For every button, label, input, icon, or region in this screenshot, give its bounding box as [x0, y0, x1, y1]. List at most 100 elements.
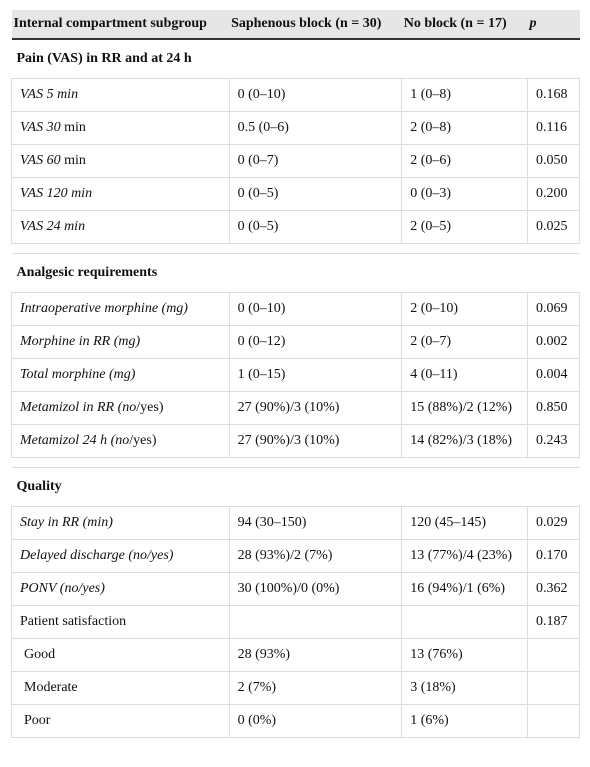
p-value: 0.362 [527, 572, 580, 606]
header-row: Internal compartment subgroup Saphenous b… [11, 10, 580, 40]
table-row: Morphine in RR (mg) 0 (0–12) 2 (0–7) 0.002 [11, 325, 580, 359]
column-header: Internal compartment subgroup [11, 10, 230, 40]
row-label: VAS 24 min [20, 219, 86, 234]
column-header: No block (n = 17) [401, 10, 528, 40]
table-cell: p [527, 10, 580, 40]
table-cell: 2 (0–10) [401, 292, 528, 326]
section-title: Pain (VAS) in RR and at 24 h [11, 38, 580, 79]
table-row: Stay in RR (min) 94 (30–150) 120 (45–145) 0… [11, 506, 580, 540]
table-row: VAS 120 min 0 (0–5) 0 (0–3) 0.200 [11, 177, 580, 211]
table-cell: 28 (93%) [228, 638, 403, 672]
table-cell [527, 671, 580, 705]
table-cell: 27 (90%)/3 (10%) [228, 391, 403, 425]
table-cell: VAS 24 min [11, 210, 230, 244]
table-row: Moderate 2 (7%) 3 (18%) [11, 671, 580, 705]
table-cell: 16 (94%)/1 (6%) [401, 572, 528, 606]
table-row: Quality [11, 467, 580, 507]
table-row: Intraoperative morphine (mg) 0 (0–10) 2 (0… [11, 292, 580, 326]
table-cell: 4 (0–11) [401, 358, 528, 392]
p-value: 0.168 [527, 78, 580, 112]
table-cell: 0 (0–10) [228, 78, 403, 112]
row-label: Metamizol 24 h (no [20, 433, 130, 448]
table-cell: 0 (0–7) [228, 144, 403, 178]
table-row: VAS 5 min 0 (0–10) 1 (0–8) 0.168 [11, 78, 580, 112]
table-row: Good 28 (93%) 13 (76%) [11, 638, 580, 672]
table-cell: PONV (no/yes) [11, 572, 230, 606]
table-cell: 120 (45–145) [401, 506, 528, 540]
p-value: 0.850 [527, 391, 580, 425]
p-value: 0.029 [527, 506, 580, 540]
row-label: min [60, 153, 86, 168]
p-value: 0.050 [527, 144, 580, 178]
table-row: VAS 24 min 0 (0–5) 2 (0–5) 0.025 [11, 210, 580, 244]
table-cell: Stay in RR (min) [11, 506, 230, 540]
table-cell: Morphine in RR (mg) [11, 325, 230, 359]
row-label: Stay in RR (min) [20, 515, 113, 530]
table-cell: Metamizol 24 h (no/yes) [11, 424, 230, 458]
table-row: Poor 0 (0%) 1 (6%) [11, 704, 580, 738]
table-row [11, 243, 580, 254]
table-cell: 2 (0–7) [401, 325, 528, 359]
row-label: Delayed discharge (no/yes) [20, 548, 174, 563]
table-row: VAS 30 min 0.5 (0–6) 2 (0–8) 0.116 [11, 111, 580, 145]
p-value: 0.002 [527, 325, 580, 359]
table-cell [527, 704, 580, 738]
row-label: VAS 5 min [20, 87, 79, 102]
table-cell: 27 (90%)/3 (10%) [228, 424, 403, 458]
section-title: Analgesic requirements [11, 253, 580, 293]
table-cell: 2 (0–5) [401, 210, 528, 244]
table-cell: 94 (30–150) [228, 506, 403, 540]
table-cell [527, 638, 580, 672]
table-cell: 0 (0–3) [401, 177, 528, 211]
table-cell: 0 (0–5) [228, 177, 403, 211]
table-cell: 15 (88%)/2 (12%) [401, 391, 528, 425]
column-header: Saphenous block (n = 30) [229, 10, 402, 40]
row-label: Moderate [11, 671, 230, 705]
table-cell: 2 (7%) [228, 671, 403, 705]
table-cell: 2 (0–6) [401, 144, 528, 178]
table-cell: 1 (0–15) [228, 358, 403, 392]
table-cell: 3 (18%) [401, 671, 528, 705]
table-row: Patient satisfaction 0.187 [11, 605, 580, 639]
p-value: 0.200 [527, 177, 580, 211]
table-row: Analgesic requirements [11, 253, 580, 293]
table-row: Total morphine (mg) 1 (0–15) 4 (0–11) 0.004 [11, 358, 580, 392]
row-label: Poor [11, 704, 230, 738]
p-value: 0.243 [527, 424, 580, 458]
table-row: Metamizol 24 h (no/yes) 27 (90%)/3 (10%) 1… [11, 424, 580, 458]
p-value: 0.170 [527, 539, 580, 573]
p-value: 0.025 [527, 210, 580, 244]
table-cell [228, 605, 403, 639]
column-header: p [529, 16, 537, 31]
row-label: Morphine in RR (mg) [20, 334, 141, 349]
table-row: PONV (no/yes) 30 (100%)/0 (0%) 16 (94%)/1 … [11, 572, 580, 606]
table-cell: VAS 30 min [11, 111, 230, 145]
table-cell: 0 (0–12) [228, 325, 403, 359]
row-label: PONV (no/yes) [20, 581, 105, 596]
p-value: 0.069 [527, 292, 580, 326]
row-label: min [60, 120, 86, 135]
table-cell: 1 (0–8) [401, 78, 528, 112]
table-cell [401, 605, 528, 639]
section-title: Quality [11, 467, 580, 507]
table-cell [11, 457, 580, 468]
results-table: Internal compartment subgroup Saphenous b… [11, 10, 580, 738]
table-cell: 28 (93%)/2 (7%) [228, 539, 403, 573]
table-cell: 0 (0%) [228, 704, 403, 738]
table-cell: 0 (0–5) [228, 210, 403, 244]
row-label: Patient satisfaction [11, 605, 230, 639]
table-cell: 14 (82%)/3 (18%) [401, 424, 528, 458]
table-cell: 0 (0–10) [228, 292, 403, 326]
table-cell: VAS 60 min [11, 144, 230, 178]
table-cell: VAS 5 min [11, 78, 230, 112]
row-label: /yes) [129, 433, 157, 448]
table-cell: 2 (0–8) [401, 111, 528, 145]
row-label: Intraoperative morphine (mg) [20, 301, 188, 316]
table-cell: VAS 120 min [11, 177, 230, 211]
row-label: Total morphine (mg) [20, 367, 136, 382]
row-label: VAS 120 min [20, 186, 93, 201]
p-value: 0.004 [527, 358, 580, 392]
table-cell [11, 243, 580, 254]
row-label: Metamizol in RR (no [20, 400, 137, 415]
table-row: VAS 60 min 0 (0–7) 2 (0–6) 0.050 [11, 144, 580, 178]
